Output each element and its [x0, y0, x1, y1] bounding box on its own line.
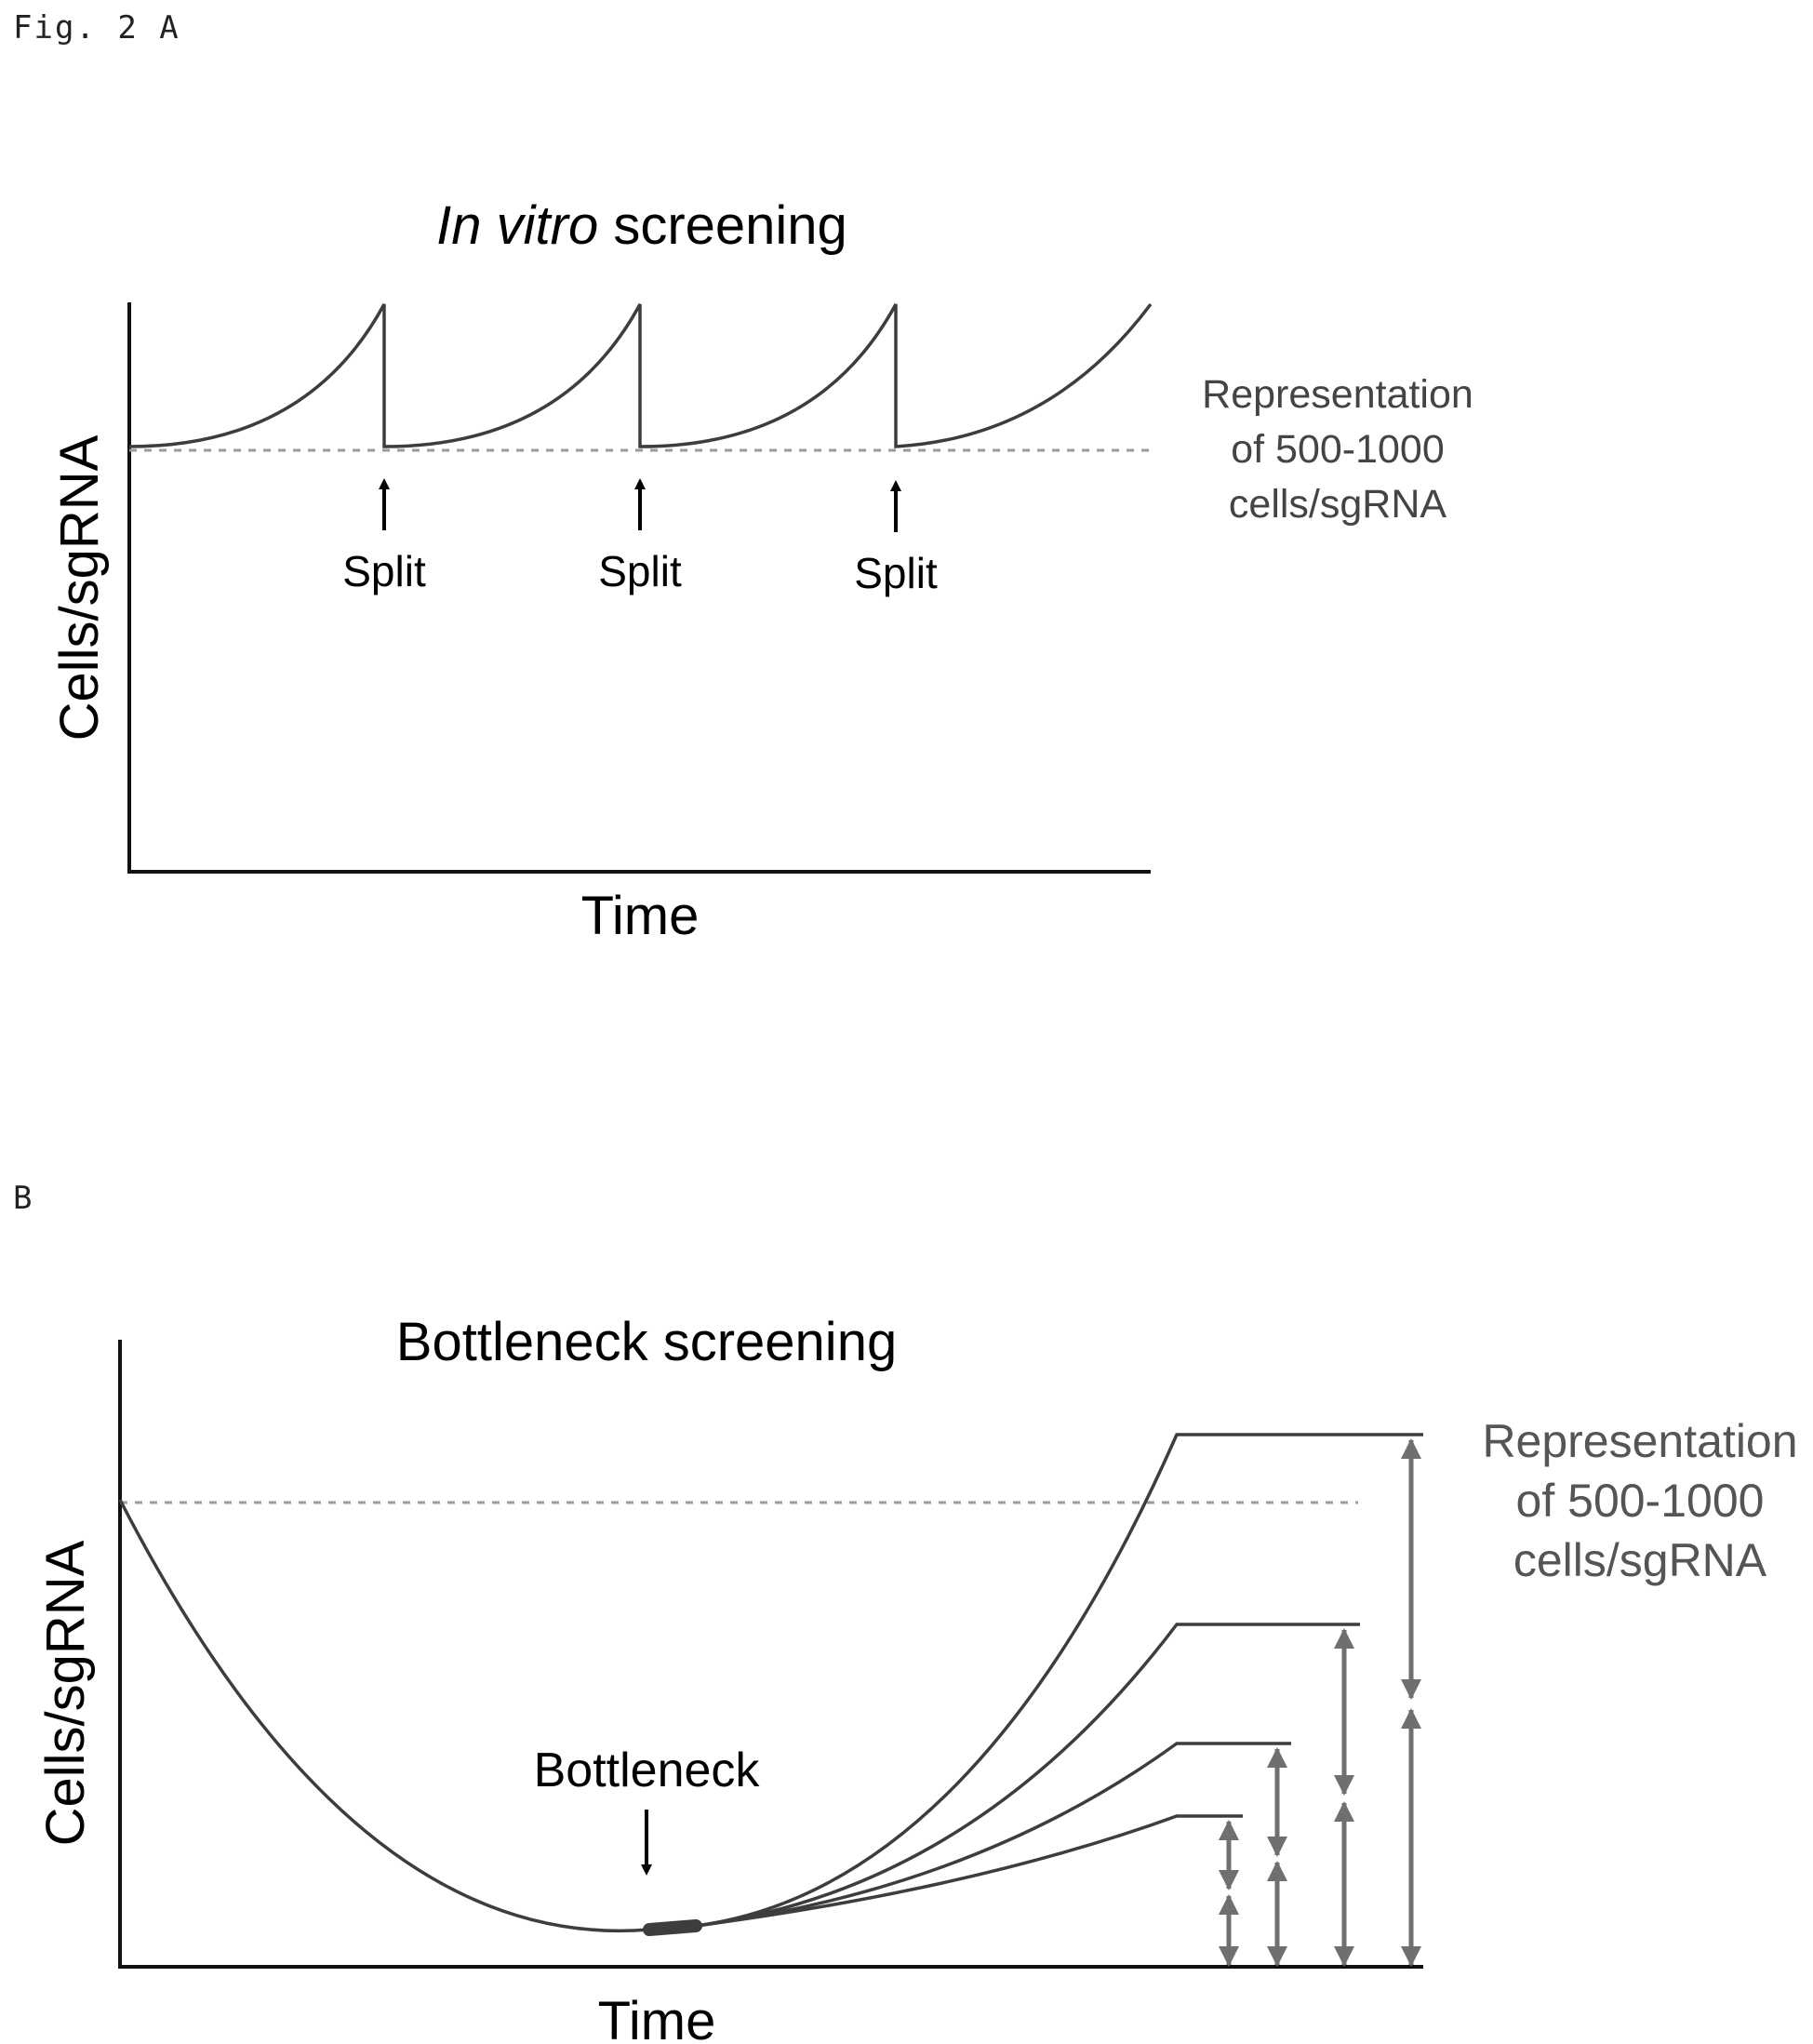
split-label-3: Split: [854, 549, 938, 597]
panel-a-representation-line-2: of 500-1000: [1231, 427, 1445, 472]
panel-b: Bottleneck screening Cells/sgRNA Time Bo…: [35, 1312, 1798, 2044]
bottleneck-segment: [649, 1926, 696, 1930]
split-label-1: Split: [342, 547, 426, 595]
panel-a-representation-line-1: Representation: [1202, 372, 1473, 417]
panel-a-x-label: Time: [581, 886, 700, 946]
split-label-2: Split: [598, 547, 682, 595]
panel-a-y-label: Cells/sgRNA: [49, 434, 110, 741]
bottleneck-label: Bottleneck: [534, 1743, 761, 1797]
panel-a-title: In vitro screening: [436, 195, 847, 256]
panel-a-title-rest: screening: [598, 195, 847, 256]
recovery-curve-2: [696, 1624, 1360, 1926]
panel-b-representation-line-3: cells/sgRNA: [1513, 1534, 1767, 1586]
panel-a: In vitro screening Cells/sgRNA Time Spli…: [49, 195, 1473, 946]
panel-b-representation-line-1: Representation: [1482, 1415, 1797, 1467]
panel-b-title: Bottleneck screening: [396, 1312, 897, 1372]
panel-a-title-italic: In vitro: [436, 195, 598, 256]
panel-b-y-label: Cells/sgRNA: [35, 1540, 96, 1846]
panel-b-x-label: Time: [598, 1991, 716, 2044]
recovery-curve-3: [696, 1743, 1291, 1926]
panel-a-growth-curve: [129, 304, 1151, 447]
panel-b-decline-curve: [120, 1500, 649, 1930]
panel-a-representation-line-3: cells/sgRNA: [1229, 482, 1446, 527]
panel-b-representation-line-2: of 500-1000: [1516, 1475, 1765, 1527]
